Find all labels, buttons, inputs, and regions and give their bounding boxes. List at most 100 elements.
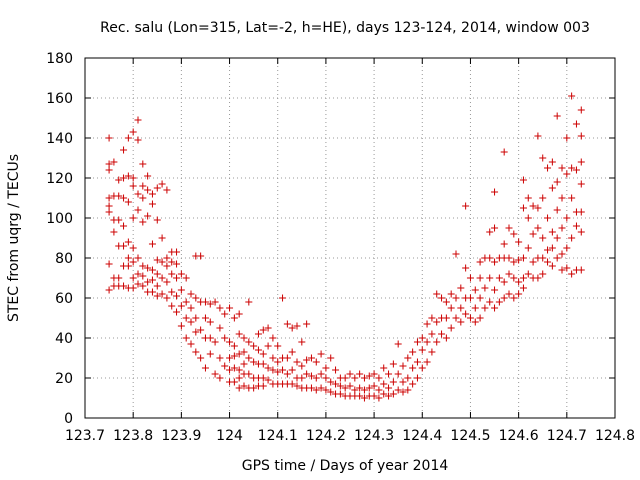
data-point-plus-marker <box>471 286 479 294</box>
data-point-plus-marker <box>534 224 542 232</box>
data-point-plus-marker <box>548 158 556 166</box>
data-point-plus-marker <box>548 184 556 192</box>
data-point-plus-marker <box>577 106 585 114</box>
data-point-plus-marker <box>105 160 113 168</box>
data-point-plus-marker <box>519 274 527 282</box>
data-point-plus-marker <box>442 298 450 306</box>
data-point-plus-marker <box>365 372 373 380</box>
data-point-plus-marker <box>177 302 185 310</box>
data-point-plus-marker <box>115 176 123 184</box>
data-point-plus-marker <box>245 298 253 306</box>
data-point-plus-marker <box>471 318 479 326</box>
data-point-plus-marker <box>148 190 156 198</box>
data-point-plus-marker <box>192 314 200 322</box>
data-point-plus-marker <box>235 384 243 392</box>
data-point-plus-marker <box>230 342 238 350</box>
data-point-plus-marker <box>201 298 209 306</box>
data-point-plus-marker <box>211 370 219 378</box>
data-point-plus-marker <box>553 112 561 120</box>
data-point-plus-marker <box>558 164 566 172</box>
data-point-plus-marker <box>495 274 503 282</box>
data-point-plus-marker <box>351 386 359 394</box>
data-point-plus-marker <box>158 274 166 282</box>
data-point-plus-marker <box>452 294 460 302</box>
y-tick-label: 40 <box>55 331 73 347</box>
data-point-plus-marker <box>173 308 181 316</box>
data-point-plus-marker <box>568 234 576 242</box>
data-point-plus-marker <box>259 382 267 390</box>
data-point-plus-marker <box>264 364 272 372</box>
data-point-plus-marker <box>452 250 460 258</box>
data-point-plus-marker <box>418 346 426 354</box>
data-point-plus-marker <box>105 194 113 202</box>
data-point-plus-marker <box>529 202 537 210</box>
data-point-plus-marker <box>245 354 253 362</box>
data-point-plus-marker <box>163 294 171 302</box>
data-point-plus-marker <box>230 364 238 372</box>
data-point-plus-marker <box>153 184 161 192</box>
data-point-plus-marker <box>322 386 330 394</box>
data-point-plus-marker <box>216 304 224 312</box>
data-point-plus-marker <box>230 378 238 386</box>
data-point-plus-marker <box>577 208 585 216</box>
data-point-plus-marker <box>524 244 532 252</box>
data-point-plus-marker <box>356 384 364 392</box>
data-point-plus-marker <box>356 370 364 378</box>
data-point-plus-marker <box>577 132 585 140</box>
data-point-plus-marker <box>163 186 171 194</box>
data-point-plus-marker <box>568 194 576 202</box>
data-point-plus-marker <box>240 334 248 342</box>
data-point-plus-marker <box>553 178 561 186</box>
data-point-plus-marker <box>389 378 397 386</box>
data-point-plus-marker <box>124 134 132 142</box>
data-point-plus-marker <box>240 360 248 368</box>
data-point-plus-marker <box>168 288 176 296</box>
data-point-plus-marker <box>139 262 147 270</box>
data-point-plus-marker <box>221 334 229 342</box>
data-point-plus-marker <box>428 348 436 356</box>
data-point-plus-marker <box>259 350 267 358</box>
grid-lines <box>85 58 615 418</box>
data-point-plus-marker <box>129 182 137 190</box>
data-point-plus-marker <box>139 272 147 280</box>
y-tick-labels: 0 20 40 60 80 100 120 140 160 180 <box>46 51 73 427</box>
data-point-plus-marker <box>216 324 224 332</box>
data-point-plus-marker <box>476 314 484 322</box>
data-point-plus-marker <box>182 274 190 282</box>
data-point-plus-marker <box>491 304 499 312</box>
data-point-plus-marker <box>491 188 499 196</box>
data-point-plus-marker <box>577 266 585 274</box>
data-point-plus-marker <box>177 286 185 294</box>
data-point-plus-marker <box>500 148 508 156</box>
data-point-plus-marker <box>120 194 128 202</box>
data-point-plus-marker <box>515 256 523 264</box>
data-point-plus-marker <box>568 164 576 172</box>
data-point-plus-marker <box>438 294 446 302</box>
data-point-plus-marker <box>375 394 383 402</box>
data-point-plus-marker <box>303 320 311 328</box>
data-point-plus-marker <box>553 254 561 262</box>
data-point-plus-marker <box>534 274 542 282</box>
data-point-plus-marker <box>428 330 436 338</box>
data-point-plus-marker <box>148 288 156 296</box>
data-point-plus-marker <box>245 370 253 378</box>
data-point-plus-marker <box>148 276 156 284</box>
y-tick-label: 60 <box>55 291 73 307</box>
data-point-plus-marker <box>153 216 161 224</box>
data-point-plus-marker <box>491 286 499 294</box>
data-point-plus-marker <box>182 314 190 322</box>
data-point-plus-marker <box>548 262 556 270</box>
data-point-plus-marker <box>303 356 311 364</box>
data-point-plus-marker <box>370 392 378 400</box>
data-point-plus-marker <box>433 318 441 326</box>
data-point-plus-marker <box>486 254 494 262</box>
data-point-plus-marker <box>269 366 277 374</box>
data-point-plus-marker <box>139 182 147 190</box>
data-point-plus-marker <box>563 134 571 142</box>
data-point-plus-marker <box>572 166 580 174</box>
data-point-plus-marker <box>115 216 123 224</box>
data-point-plus-marker <box>360 374 368 382</box>
data-point-plus-marker <box>274 342 282 350</box>
data-point-plus-marker <box>491 258 499 266</box>
data-point-plus-marker <box>481 284 489 292</box>
